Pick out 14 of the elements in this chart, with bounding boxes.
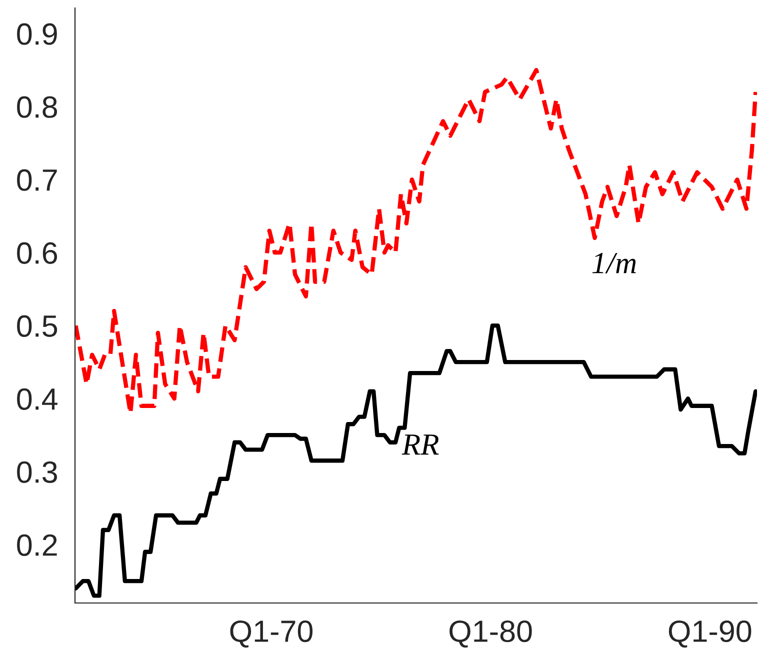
y-tick-label: 0.4 <box>17 388 58 410</box>
y-tick-label: 0.5 <box>17 315 58 337</box>
y-tick-label: 0.6 <box>17 242 57 264</box>
x-tick-label: Q1-70 <box>230 620 313 648</box>
x-tick-label: Q1-90 <box>668 620 752 648</box>
line-series <box>75 323 757 598</box>
y-tick-label: 0.3 <box>17 461 57 483</box>
series-label: 1/m <box>592 252 636 274</box>
y-tick-label: 0.7 <box>17 169 57 191</box>
series-label: RR <box>402 434 439 455</box>
y-tick-label: 0.8 <box>17 96 58 118</box>
y-tick-label: 0.2 <box>17 534 57 556</box>
y-tick-label: 0.9 <box>17 23 57 45</box>
x-tick-label: Q1-80 <box>450 620 532 648</box>
